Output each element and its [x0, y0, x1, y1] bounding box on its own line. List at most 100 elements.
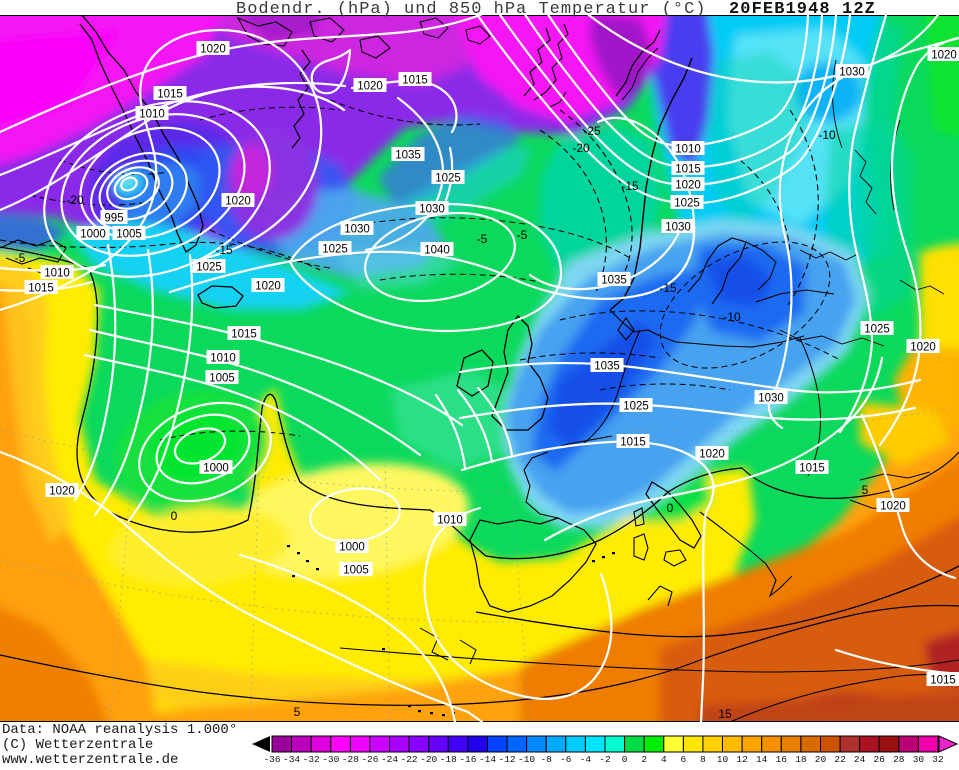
svg-text:1025: 1025 — [674, 198, 700, 210]
svg-text:10: 10 — [717, 754, 729, 765]
svg-text:-20: -20 — [572, 141, 590, 155]
svg-text:1020: 1020 — [255, 281, 281, 293]
svg-text:1035: 1035 — [601, 275, 627, 287]
svg-text:1025: 1025 — [623, 401, 649, 413]
svg-text:1015: 1015 — [675, 164, 701, 176]
svg-text:8: 8 — [700, 754, 706, 765]
svg-text:1020: 1020 — [699, 449, 725, 461]
svg-text:-8: -8 — [540, 754, 552, 765]
svg-text:1020: 1020 — [225, 196, 251, 208]
svg-text:1020: 1020 — [200, 44, 226, 56]
svg-text:1030: 1030 — [344, 224, 370, 236]
svg-text:6: 6 — [681, 754, 687, 765]
svg-text:30: 30 — [913, 754, 925, 765]
svg-text:-15: -15 — [621, 179, 639, 193]
svg-text:-36: -36 — [263, 754, 280, 765]
svg-text:-5: -5 — [15, 251, 26, 265]
svg-text:5: 5 — [294, 705, 301, 719]
svg-text:-15: -15 — [215, 243, 233, 257]
svg-text:1040: 1040 — [424, 245, 450, 257]
svg-text:1015: 1015 — [28, 283, 54, 295]
svg-text:1020: 1020 — [910, 342, 936, 354]
svg-text:1020: 1020 — [675, 180, 701, 192]
svg-text:-2: -2 — [599, 754, 611, 765]
svg-text:-5: -5 — [517, 228, 528, 242]
svg-text:1010: 1010 — [437, 515, 463, 527]
svg-text:-26: -26 — [361, 754, 378, 765]
svg-text:0: 0 — [667, 501, 674, 515]
svg-text:-24: -24 — [381, 754, 398, 765]
svg-text:-20: -20 — [66, 193, 84, 207]
svg-text:1005: 1005 — [343, 565, 369, 577]
svg-text:1000: 1000 — [339, 542, 365, 554]
svg-text:1005: 1005 — [209, 373, 235, 385]
svg-text:5: 5 — [862, 483, 869, 497]
svg-text:1025: 1025 — [864, 324, 890, 336]
svg-text:1020: 1020 — [931, 50, 957, 62]
svg-text:14: 14 — [756, 754, 768, 765]
svg-text:-10: -10 — [818, 128, 836, 142]
svg-text:0: 0 — [622, 754, 628, 765]
svg-text:Bodendr. (hPa) und 850 hPa Tem: Bodendr. (hPa) und 850 hPa Temperatur (°… — [236, 0, 706, 19]
svg-text:1015: 1015 — [930, 675, 956, 687]
svg-text:1025: 1025 — [322, 244, 348, 256]
svg-text:1010: 1010 — [139, 109, 165, 121]
svg-text:1020: 1020 — [49, 486, 75, 498]
svg-text:1000: 1000 — [203, 463, 229, 475]
svg-text:-4: -4 — [580, 754, 592, 765]
svg-text:0: 0 — [171, 509, 178, 523]
svg-text:15: 15 — [718, 707, 732, 721]
svg-text:-34: -34 — [283, 754, 300, 765]
svg-text:www.wetterzentrale.de: www.wetterzentrale.de — [2, 752, 178, 768]
svg-text:-18: -18 — [440, 754, 457, 765]
svg-text:1015: 1015 — [402, 75, 428, 87]
svg-text:-28: -28 — [342, 754, 359, 765]
svg-text:-32: -32 — [303, 754, 320, 765]
svg-text:-30: -30 — [322, 754, 339, 765]
svg-text:-16: -16 — [459, 754, 476, 765]
svg-text:-25: -25 — [583, 124, 601, 138]
svg-text:1005: 1005 — [116, 229, 142, 241]
svg-text:1025: 1025 — [435, 173, 461, 185]
svg-text:1010: 1010 — [675, 144, 701, 156]
svg-text:1025: 1025 — [196, 262, 222, 274]
svg-text:1020: 1020 — [357, 81, 383, 93]
svg-text:-10: -10 — [518, 754, 535, 765]
svg-text:995: 995 — [104, 213, 123, 225]
svg-text:12: 12 — [736, 754, 748, 765]
svg-text:20FEB1948 12Z: 20FEB1948 12Z — [729, 0, 876, 19]
svg-text:1000: 1000 — [80, 229, 106, 241]
svg-text:24: 24 — [854, 754, 866, 765]
svg-text:-10: -10 — [723, 310, 741, 324]
svg-text:1015: 1015 — [620, 437, 646, 449]
svg-text:1010: 1010 — [44, 268, 70, 280]
svg-text:1010: 1010 — [210, 353, 236, 365]
svg-text:26: 26 — [873, 754, 885, 765]
svg-text:2: 2 — [641, 754, 647, 765]
svg-text:1030: 1030 — [758, 393, 784, 405]
svg-text:-14: -14 — [479, 754, 496, 765]
svg-text:(C) Wetterzentrale: (C) Wetterzentrale — [2, 737, 153, 753]
svg-text:-6: -6 — [560, 754, 572, 765]
svg-text:Data: NOAA reanalysis 1.000°: Data: NOAA reanalysis 1.000° — [2, 722, 237, 738]
svg-text:4: 4 — [661, 754, 667, 765]
svg-text:-22: -22 — [401, 754, 418, 765]
svg-text:1015: 1015 — [231, 329, 257, 341]
svg-text:32: 32 — [932, 754, 944, 765]
svg-text:1015: 1015 — [799, 463, 825, 475]
svg-text:28: 28 — [893, 754, 905, 765]
svg-text:22: 22 — [834, 754, 846, 765]
svg-text:18: 18 — [795, 754, 807, 765]
svg-text:1030: 1030 — [419, 204, 445, 216]
svg-text:-15: -15 — [659, 281, 677, 295]
svg-text:1015: 1015 — [157, 89, 183, 101]
svg-text:1035: 1035 — [395, 150, 421, 162]
svg-text:-20: -20 — [420, 754, 437, 765]
svg-text:-12: -12 — [499, 754, 516, 765]
svg-text:1030: 1030 — [665, 222, 691, 234]
svg-text:16: 16 — [776, 754, 788, 765]
svg-text:-5: -5 — [477, 232, 488, 246]
svg-text:1035: 1035 — [594, 361, 620, 373]
svg-text:20: 20 — [815, 754, 827, 765]
svg-text:1030: 1030 — [839, 67, 865, 79]
